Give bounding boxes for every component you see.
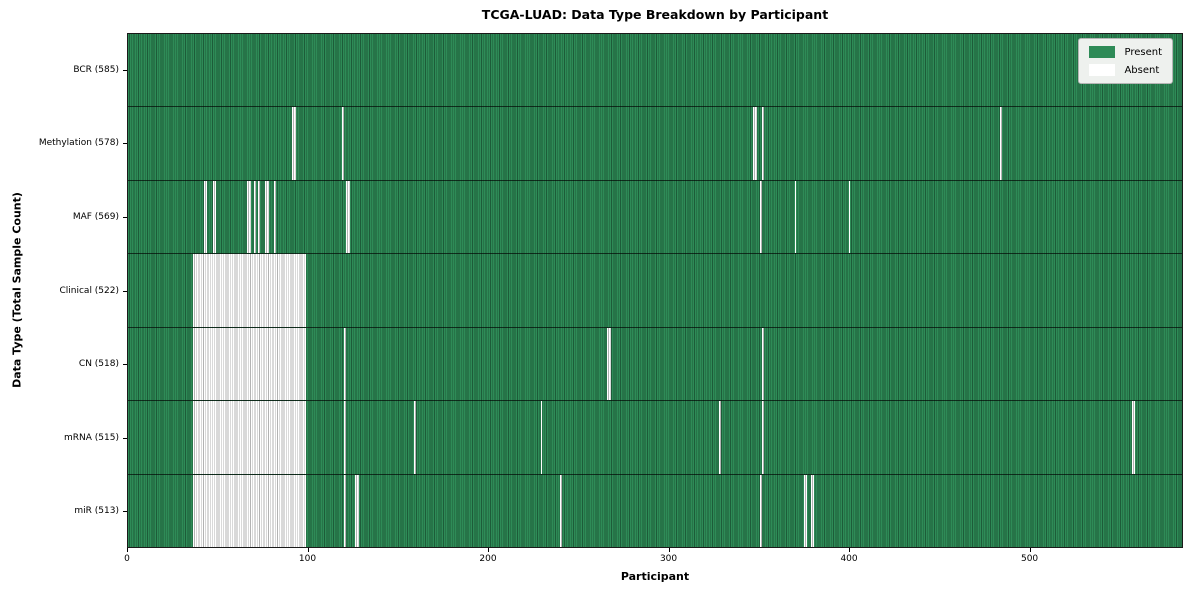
- absent-segment: [344, 401, 346, 474]
- absent-segment: [1131, 401, 1136, 474]
- absent-segment: [794, 180, 797, 254]
- absent-segment: [753, 107, 757, 180]
- y-tick-mark: [123, 69, 127, 71]
- x-axis-ticks: 0 100 200 300 400 500: [124, 548, 1183, 574]
- absent-segment: [414, 401, 417, 474]
- absent-segment: [257, 180, 260, 254]
- chart-title: TCGA-LUAD: Data Type Breakdown by Partic…: [481, 7, 829, 22]
- absent-segment: [254, 180, 256, 254]
- x-tick-label: 100: [298, 554, 317, 564]
- absent-segment: [291, 107, 296, 180]
- y-tick-mark: [123, 437, 127, 439]
- x-tick-mark: [668, 548, 670, 552]
- x-tick-mark: [488, 548, 490, 552]
- heatmap-row-Methylation: [128, 107, 1182, 181]
- absent-segment: [192, 474, 307, 547]
- absent-segment: [344, 327, 346, 401]
- heatmap-row-MAF: [128, 180, 1182, 255]
- legend-item-absent: Absent: [1089, 64, 1162, 76]
- absent-segment: [192, 401, 307, 474]
- heatmap-row-mRNA: [128, 401, 1182, 475]
- absent-segment: [760, 474, 763, 547]
- y-tick-mark: [123, 290, 127, 292]
- x-tick-label: 500: [1020, 554, 1039, 564]
- absent-segment: [192, 327, 307, 401]
- absent-segment: [560, 474, 563, 547]
- y-tick-mark: [123, 511, 127, 513]
- y-tick-label-MAF: MAF (569): [72, 211, 119, 222]
- absent-segment: [264, 180, 269, 254]
- present-swatch: [1089, 46, 1116, 58]
- heatmap-row-BCR: [128, 34, 1182, 108]
- x-tick-label: 200: [479, 554, 497, 564]
- y-tick-label-BCR: BCR (585): [73, 64, 119, 75]
- absent-segment: [246, 180, 251, 254]
- y-tick-mark: [123, 216, 127, 218]
- absent-segment: [762, 107, 764, 180]
- x-tick-label: 0: [124, 554, 130, 564]
- rows-container: [128, 34, 1182, 547]
- x-tick-mark: [307, 548, 309, 552]
- y-tick-mark: [123, 364, 127, 366]
- absent-segment: [203, 180, 208, 254]
- y-tick-mark: [123, 143, 127, 145]
- absent-segment: [810, 474, 815, 547]
- y-axis-tick-labels: BCR (585) Methylation (578) MAF (569) Clini…: [0, 33, 127, 548]
- absent-segment: [803, 474, 808, 547]
- y-axis-label: Data Type (Total Sample Count): [10, 192, 24, 388]
- legend: Present Absent: [1078, 38, 1173, 84]
- absent-segment: [344, 474, 346, 547]
- absent-segment: [192, 254, 307, 327]
- x-tick-mark: [127, 548, 128, 552]
- x-tick-label: 300: [659, 554, 678, 564]
- absent-segment: [273, 180, 276, 254]
- absent-segment: [760, 180, 763, 254]
- legend-label-present: Present: [1124, 46, 1162, 58]
- y-tick-label-Clinical: Clinical (522): [59, 285, 119, 296]
- y-tick-label-miR: miR (513): [74, 506, 119, 517]
- absent-segment: [346, 180, 350, 254]
- legend-label-absent: Absent: [1124, 64, 1160, 76]
- absent-swatch: [1089, 64, 1116, 76]
- y-tick-label-Methylation: Methylation (578): [38, 138, 119, 149]
- absent-segment: [342, 107, 345, 180]
- heatmap-row-miR: [128, 474, 1182, 547]
- heatmap-row-CN: [128, 327, 1182, 402]
- legend-item-present: Present: [1089, 46, 1162, 58]
- y-tick-label-mRNA: mRNA (515): [64, 432, 119, 443]
- absent-segment: [355, 474, 359, 547]
- absent-segment: [718, 401, 721, 474]
- plot-area: Present Absent: [127, 33, 1183, 548]
- absent-segment: [1000, 107, 1002, 180]
- absent-segment: [212, 180, 217, 254]
- absent-segment: [762, 327, 764, 401]
- x-tick-label: 400: [840, 554, 858, 564]
- absent-segment: [762, 401, 764, 474]
- absent-segment: [540, 401, 543, 474]
- x-tick-mark: [1029, 548, 1031, 552]
- absent-segment: [607, 327, 611, 401]
- heatmap-row-Clinical: [128, 254, 1182, 328]
- x-axis-label: Participant: [620, 570, 690, 583]
- absent-segment: [848, 180, 851, 254]
- x-tick-mark: [849, 548, 851, 552]
- y-tick-label-CN: CN (518): [78, 359, 119, 370]
